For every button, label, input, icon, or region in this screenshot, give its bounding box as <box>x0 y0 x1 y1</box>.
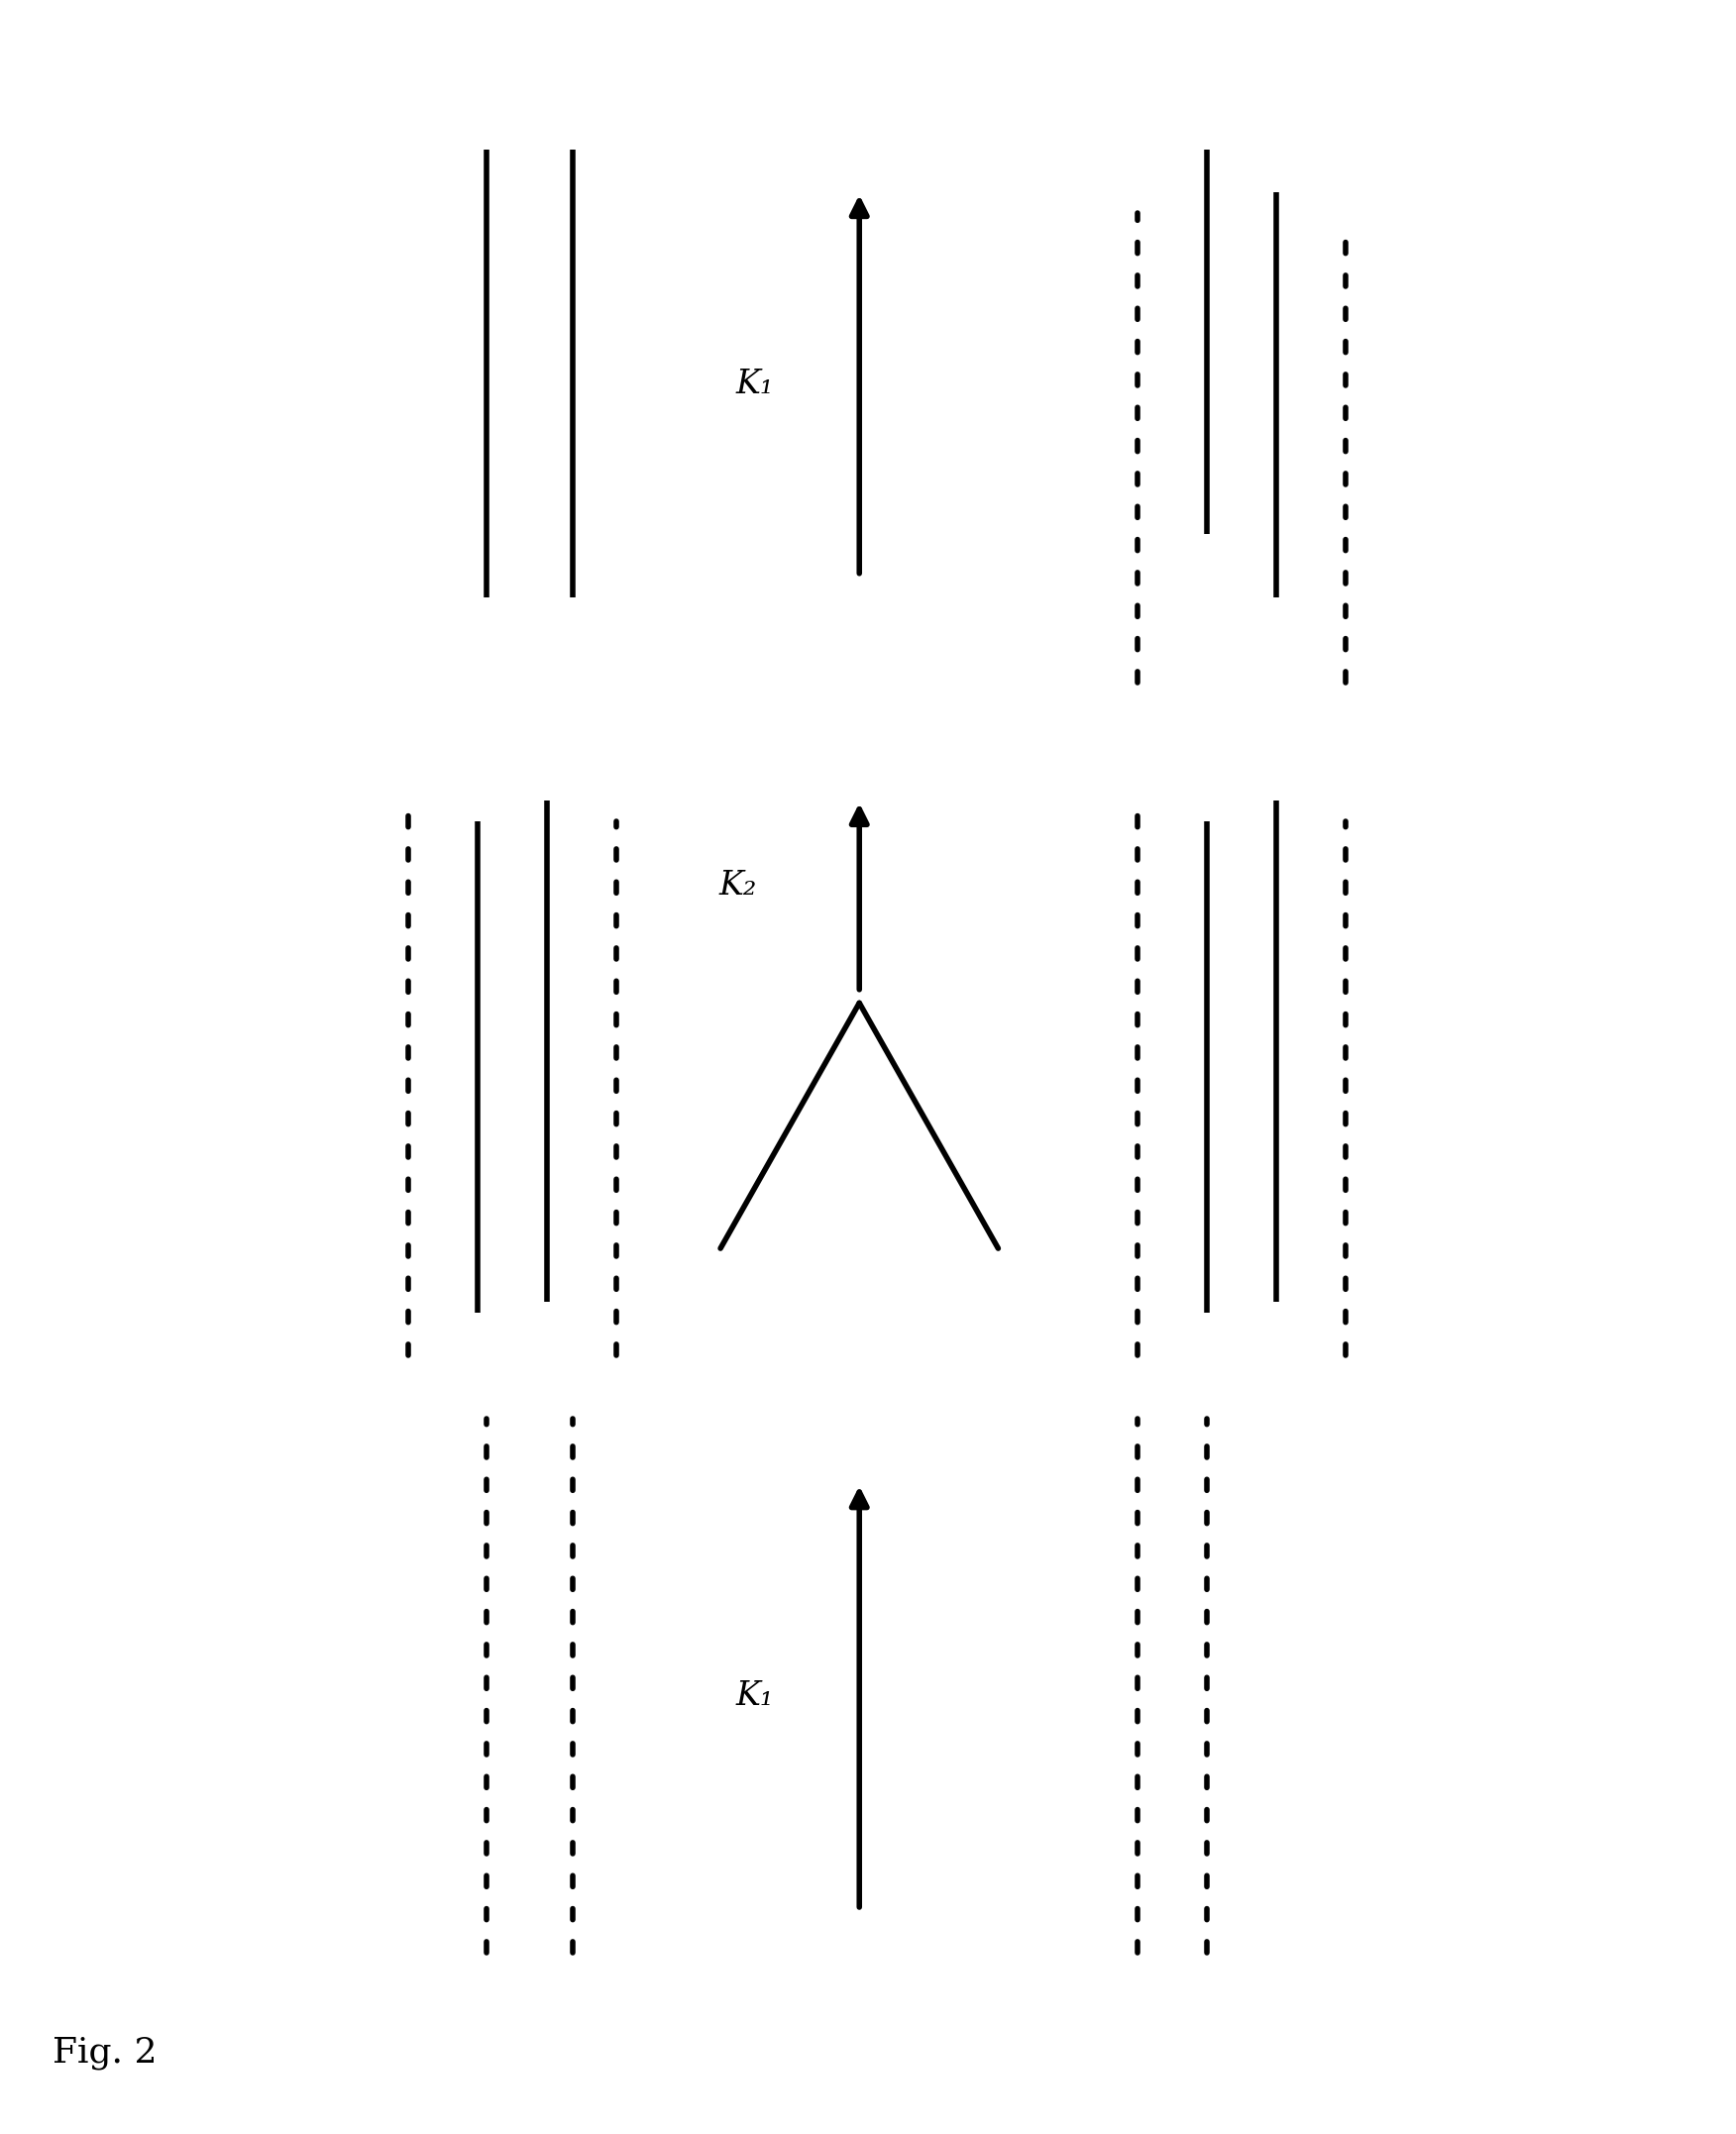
Text: K₂: K₂ <box>719 871 757 901</box>
Text: K₁: K₁ <box>736 369 774 399</box>
Text: K₁: K₁ <box>736 1682 774 1711</box>
Text: Fig. 2: Fig. 2 <box>52 2036 156 2070</box>
